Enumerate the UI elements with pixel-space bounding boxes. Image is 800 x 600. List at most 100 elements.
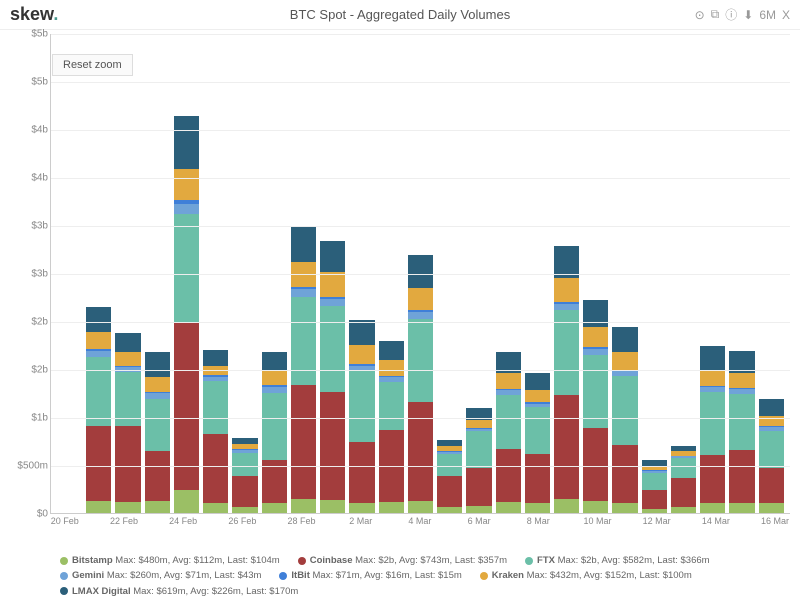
bar-col[interactable]: [203, 350, 228, 513]
y-tick: $5b: [10, 77, 48, 88]
legend-dot: [525, 557, 533, 565]
bar-col[interactable]: [466, 408, 491, 513]
toolbar: ⊙ ⧉ ⓘ ⬇ 6M X: [695, 6, 790, 23]
x-tick: [553, 516, 583, 530]
x-tick: [316, 516, 346, 530]
bar-col[interactable]: [379, 341, 404, 513]
toolbar-item-2[interactable]: ⓘ: [725, 6, 737, 23]
bar-col[interactable]: [437, 440, 462, 513]
bar-col[interactable]: [700, 346, 725, 513]
bar-seg-coinbase: [729, 450, 754, 504]
x-tick: 6 Mar: [464, 516, 494, 530]
bar-seg-kraken: [466, 420, 491, 428]
bar-seg-gemini: [291, 289, 316, 297]
bar-seg-ftx: [291, 297, 316, 385]
logo: skew.: [10, 4, 58, 25]
bar-col[interactable]: [496, 352, 521, 513]
bar-seg-lmax: [203, 350, 228, 365]
bar-seg-bitstamp: [700, 503, 725, 513]
bar-col[interactable]: [262, 352, 287, 513]
grid-line: [51, 322, 790, 323]
bar-seg-kraken: [408, 288, 433, 310]
bar-seg-kraken: [320, 272, 345, 297]
bar-seg-lmax: [525, 373, 550, 389]
bar-col[interactable]: [320, 241, 345, 513]
bar-seg-coinbase: [466, 468, 491, 506]
toolbar-item-4[interactable]: 6M: [759, 8, 776, 22]
x-tick: 4 Mar: [405, 516, 435, 530]
bar-col[interactable]: [642, 460, 667, 513]
bar-seg-lmax: [379, 341, 404, 360]
bar-col[interactable]: [583, 300, 608, 513]
bar-seg-bitstamp: [203, 503, 228, 513]
logo-text: skew: [10, 4, 53, 24]
bar-seg-bitstamp: [408, 501, 433, 513]
x-tick: 16 Mar: [760, 516, 790, 530]
bar-seg-coinbase: [437, 476, 462, 508]
legend-dot: [298, 557, 306, 565]
legend-item-kraken[interactable]: Kraken Max: $432m, Avg: $152m, Last: $10…: [480, 569, 692, 582]
legend-item-lmax[interactable]: LMAX Digital Max: $619m, Avg: $226m, Las…: [60, 585, 298, 598]
bar-seg-ftx: [320, 306, 345, 392]
legend-dot: [279, 572, 287, 580]
bar-seg-coinbase: [496, 449, 521, 503]
bar-col[interactable]: [232, 438, 257, 513]
bar-col[interactable]: [554, 246, 579, 513]
legend-dot: [60, 557, 68, 565]
bar-col[interactable]: [525, 373, 550, 513]
bar-seg-coinbase: [759, 468, 784, 504]
y-tick: $0: [10, 509, 48, 520]
bar-col[interactable]: [86, 307, 111, 513]
legend-item-coinbase[interactable]: Coinbase Max: $2b, Avg: $743m, Last: $35…: [298, 554, 507, 567]
bar-seg-kraken: [349, 345, 374, 364]
bar-col[interactable]: [729, 351, 754, 513]
bar-seg-lmax: [408, 255, 433, 289]
toolbar-item-5[interactable]: X: [782, 8, 790, 22]
legend-item-ftx[interactable]: FTX Max: $2b, Avg: $582m, Last: $366m: [525, 554, 710, 567]
bar-col[interactable]: [759, 399, 784, 513]
legend-label: LMAX Digital Max: $619m, Avg: $226m, Las…: [72, 585, 298, 598]
bar-seg-kraken: [262, 371, 287, 385]
x-tick: 10 Mar: [583, 516, 613, 530]
bar-col[interactable]: [115, 333, 140, 513]
legend-label: Kraken Max: $432m, Avg: $152m, Last: $10…: [492, 569, 692, 582]
reset-zoom-button[interactable]: Reset zoom: [52, 54, 133, 76]
legend-item-bitstamp[interactable]: Bitstamp Max: $480m, Avg: $112m, Last: $…: [60, 554, 280, 567]
bar-seg-lmax: [700, 346, 725, 370]
bar-seg-ftx: [729, 394, 754, 450]
bar-seg-bitstamp: [145, 501, 170, 513]
x-tick: 2 Mar: [346, 516, 376, 530]
y-tick: $2b: [10, 317, 48, 328]
grid-line: [51, 34, 790, 35]
bar-col[interactable]: [408, 255, 433, 513]
logo-dot: .: [53, 4, 58, 24]
bar-col[interactable]: [612, 327, 637, 513]
toolbar-item-3[interactable]: ⬇: [743, 8, 753, 22]
legend-item-gemini[interactable]: Gemini Max: $260m, Avg: $71m, Last: $43m: [60, 569, 261, 582]
chart-area: Reset zoom $0$500m$1b$2b$2b$3b$3b$4b$4b$…: [10, 34, 790, 544]
bar-seg-coinbase: [203, 434, 228, 503]
bar-seg-coinbase: [554, 395, 579, 499]
toolbar-item-1[interactable]: ⧉: [711, 7, 720, 22]
bar-seg-kraken: [612, 352, 637, 369]
bar-col[interactable]: [349, 320, 374, 513]
legend-label: Bitstamp Max: $480m, Avg: $112m, Last: $…: [72, 554, 280, 567]
grid-line: [51, 226, 790, 227]
bar-seg-bitstamp: [349, 503, 374, 513]
grid-line: [51, 274, 790, 275]
bar-seg-ftx: [642, 473, 667, 490]
bar-seg-gemini: [174, 204, 199, 214]
bar-col[interactable]: [145, 352, 170, 513]
bar-col[interactable]: [671, 446, 696, 513]
bar-seg-bitstamp: [262, 503, 287, 513]
bar-seg-kraken: [554, 278, 579, 302]
legend-dot: [60, 572, 68, 580]
bar-seg-gemini: [320, 299, 345, 306]
legend-dot: [60, 587, 68, 595]
bar-seg-coinbase: [671, 478, 696, 508]
legend-item-itbit[interactable]: ItBit Max: $71m, Avg: $16m, Last: $15m: [279, 569, 461, 582]
bar-col[interactable]: [174, 116, 199, 513]
y-axis: $0$500m$1b$2b$2b$3b$3b$4b$4b$5b$5b: [10, 34, 48, 514]
toolbar-item-0[interactable]: ⊙: [695, 8, 705, 22]
bar-seg-lmax: [262, 352, 287, 371]
